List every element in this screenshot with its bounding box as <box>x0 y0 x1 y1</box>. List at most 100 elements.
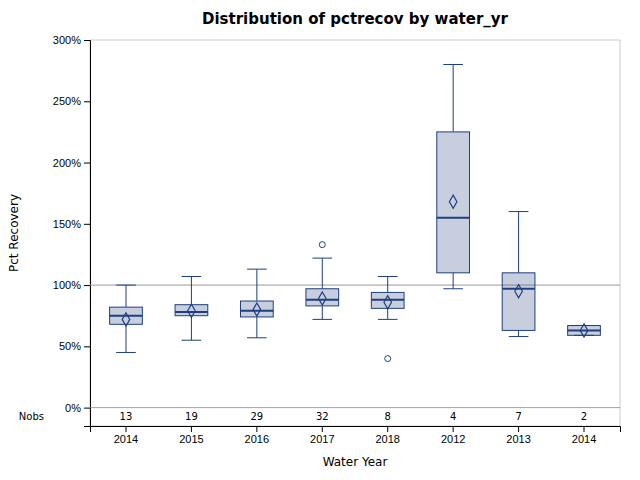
box-group <box>502 212 535 337</box>
whisker-cap <box>247 269 267 270</box>
tick-mark <box>84 285 90 286</box>
nobs-value: 7 <box>515 411 521 422</box>
y-tick: 0% <box>65 402 90 414</box>
y-tick: 250% <box>53 95 90 107</box>
median <box>110 315 143 317</box>
x-tick: 2016 <box>245 426 269 445</box>
whisker-cap <box>116 352 136 353</box>
median <box>306 299 339 301</box>
whisker <box>518 330 519 336</box>
tick-label: 250% <box>53 95 81 107</box>
box <box>240 301 273 317</box>
box <box>371 292 404 308</box>
whisker-cap <box>509 336 529 337</box>
tick-label: 2013 <box>506 433 530 445</box>
whisker <box>191 316 192 341</box>
whisker-cap <box>378 319 398 320</box>
whisker <box>518 212 519 273</box>
box-group <box>110 285 143 352</box>
box-group <box>437 65 470 289</box>
box-group <box>175 277 208 341</box>
y-axis: 0%50%100%150%200%250%300% <box>53 34 91 426</box>
x-tick: 2013 <box>506 426 530 445</box>
median <box>240 310 273 312</box>
box <box>175 305 208 316</box>
whisker <box>453 65 454 132</box>
tick-label: 2015 <box>179 433 203 445</box>
whisker-cap <box>182 340 202 341</box>
tick-label: 100% <box>53 279 81 291</box>
box <box>568 326 601 336</box>
x-axis: 20142015201620172018201220132014 <box>91 426 621 445</box>
median <box>175 311 208 313</box>
tick-mark <box>84 408 90 409</box>
whisker-cap <box>312 258 332 259</box>
median <box>568 329 601 331</box>
whisker-cap <box>378 276 398 277</box>
mean-marker <box>122 313 130 326</box>
y-tick: 150% <box>53 218 90 230</box>
whisker <box>256 269 257 301</box>
tick-mark <box>256 426 257 432</box>
nobs-value: 13 <box>120 411 133 422</box>
mean-marker <box>384 296 392 309</box>
tick-mark <box>84 40 90 41</box>
whisker <box>125 285 126 307</box>
tick-mark <box>322 426 323 432</box>
whisker-cap <box>443 64 463 65</box>
whisker <box>322 258 323 289</box>
x-tick: 2012 <box>441 426 465 445</box>
tick-mark <box>84 224 90 225</box>
nobs-value: 29 <box>250 411 263 422</box>
tick-mark <box>518 426 519 432</box>
x-tick: 2015 <box>179 426 203 445</box>
whisker <box>322 306 323 319</box>
mean-marker <box>188 304 196 317</box>
nobs-value: 8 <box>385 411 391 422</box>
tick-mark <box>453 426 454 432</box>
outlier <box>319 242 325 248</box>
tick-label: 0% <box>65 402 81 414</box>
tick-label: 200% <box>53 157 81 169</box>
mean-marker <box>253 303 261 316</box>
plot: 0%50%100%150%200%250%300%201420152016201… <box>19 34 621 445</box>
x-tick: 2018 <box>375 426 399 445</box>
tick-label: 2016 <box>245 433 269 445</box>
tick-mark <box>84 346 90 347</box>
x-tick: 2017 <box>310 426 334 445</box>
whisker <box>387 308 388 319</box>
tick-mark <box>84 163 90 164</box>
tick-mark <box>584 426 585 432</box>
x-axis-title: Water Year <box>323 455 388 469</box>
marks <box>90 65 620 362</box>
plot-frame <box>90 40 620 426</box>
reference-line <box>90 285 620 286</box>
x-tick: 2014 <box>114 426 138 445</box>
whisker <box>191 277 192 305</box>
tick-mark <box>191 426 192 432</box>
tick-label: 150% <box>53 218 81 230</box>
mean-marker <box>318 292 326 305</box>
mean-marker <box>515 285 523 298</box>
whisker-cap <box>509 211 529 212</box>
box-group <box>371 277 404 362</box>
tick-label: 2018 <box>375 433 399 445</box>
tick-label: 50% <box>59 340 81 352</box>
box-group <box>240 269 273 338</box>
whisker-cap <box>443 288 463 289</box>
whisker <box>387 277 388 293</box>
tick-label: 2012 <box>441 433 465 445</box>
nobs-separator <box>90 407 620 408</box>
box <box>110 307 143 324</box>
whisker-cap <box>182 276 202 277</box>
nobs-label: Nobs <box>19 411 44 422</box>
whisker <box>125 324 126 352</box>
median <box>502 288 535 290</box>
box <box>437 132 470 273</box>
tick-mark <box>84 101 90 102</box>
mean-marker <box>580 324 588 337</box>
box-group <box>568 324 601 337</box>
nobs-value: 2 <box>581 411 587 422</box>
y-tick: 100% <box>53 279 90 291</box>
tick-mark <box>125 426 126 432</box>
